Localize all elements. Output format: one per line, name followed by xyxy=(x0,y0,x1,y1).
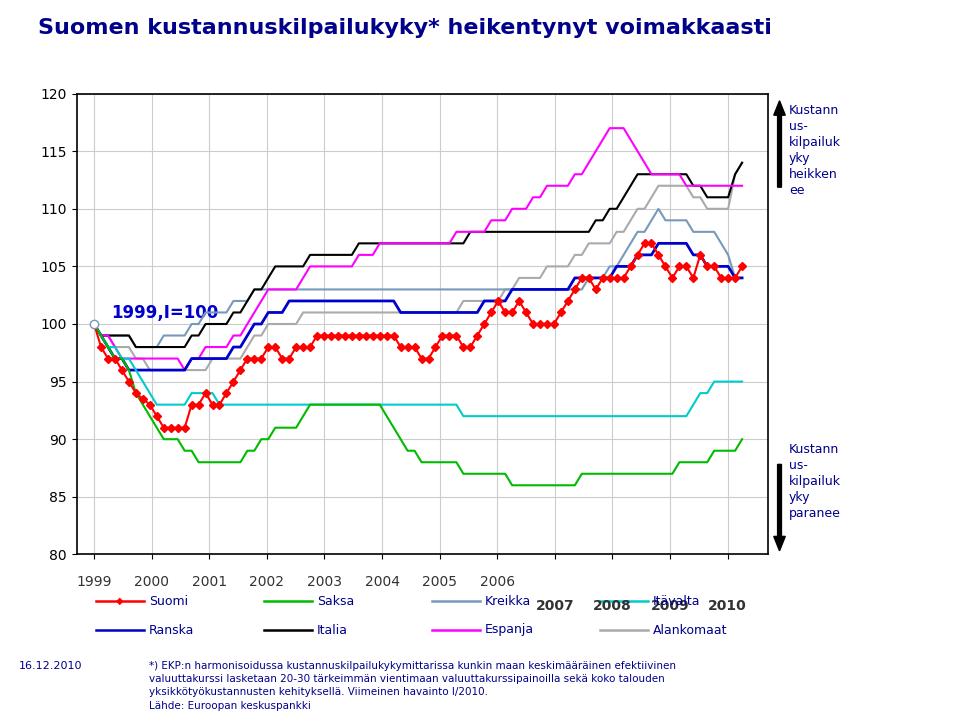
Text: Italia: Italia xyxy=(317,624,348,636)
Text: 16.12.2010: 16.12.2010 xyxy=(19,661,83,671)
Text: 2000: 2000 xyxy=(134,575,169,588)
Text: Itävalta: Itävalta xyxy=(653,595,700,608)
Text: Espanja: Espanja xyxy=(485,624,534,636)
Text: 2005: 2005 xyxy=(422,575,457,588)
Text: 2004: 2004 xyxy=(365,575,399,588)
Text: Kustann
us-
kilpailuk
yky
heikken
ee: Kustann us- kilpailuk yky heikken ee xyxy=(789,104,841,197)
Text: Ranska: Ranska xyxy=(149,624,194,636)
Text: 2008: 2008 xyxy=(593,599,632,613)
Text: 2003: 2003 xyxy=(307,575,342,588)
Text: 1999: 1999 xyxy=(77,575,111,588)
Text: 2006: 2006 xyxy=(480,575,515,588)
Text: Alankomaat: Alankomaat xyxy=(653,624,728,636)
Text: Kustann
us-
kilpailuk
yky
paranee: Kustann us- kilpailuk yky paranee xyxy=(789,443,841,520)
Text: 2002: 2002 xyxy=(250,575,284,588)
Text: 2010: 2010 xyxy=(708,599,747,613)
Text: Suomi: Suomi xyxy=(149,595,188,608)
Text: Kreikka: Kreikka xyxy=(485,595,531,608)
Text: 1999,I=100: 1999,I=100 xyxy=(111,305,219,323)
Text: *) EKP:n harmonisoidussa kustannuskilpailukykymittarissa kunkin maan keskimääräi: *) EKP:n harmonisoidussa kustannuskilpai… xyxy=(149,661,676,711)
Text: ◆: ◆ xyxy=(116,596,124,606)
Text: 2009: 2009 xyxy=(651,599,689,613)
Text: 2007: 2007 xyxy=(536,599,574,613)
Text: Saksa: Saksa xyxy=(317,595,354,608)
Text: Suomen kustannuskilpailukyky* heikentynyt voimakkaasti: Suomen kustannuskilpailukyky* heikentyny… xyxy=(38,18,772,38)
Text: 2001: 2001 xyxy=(192,575,227,588)
